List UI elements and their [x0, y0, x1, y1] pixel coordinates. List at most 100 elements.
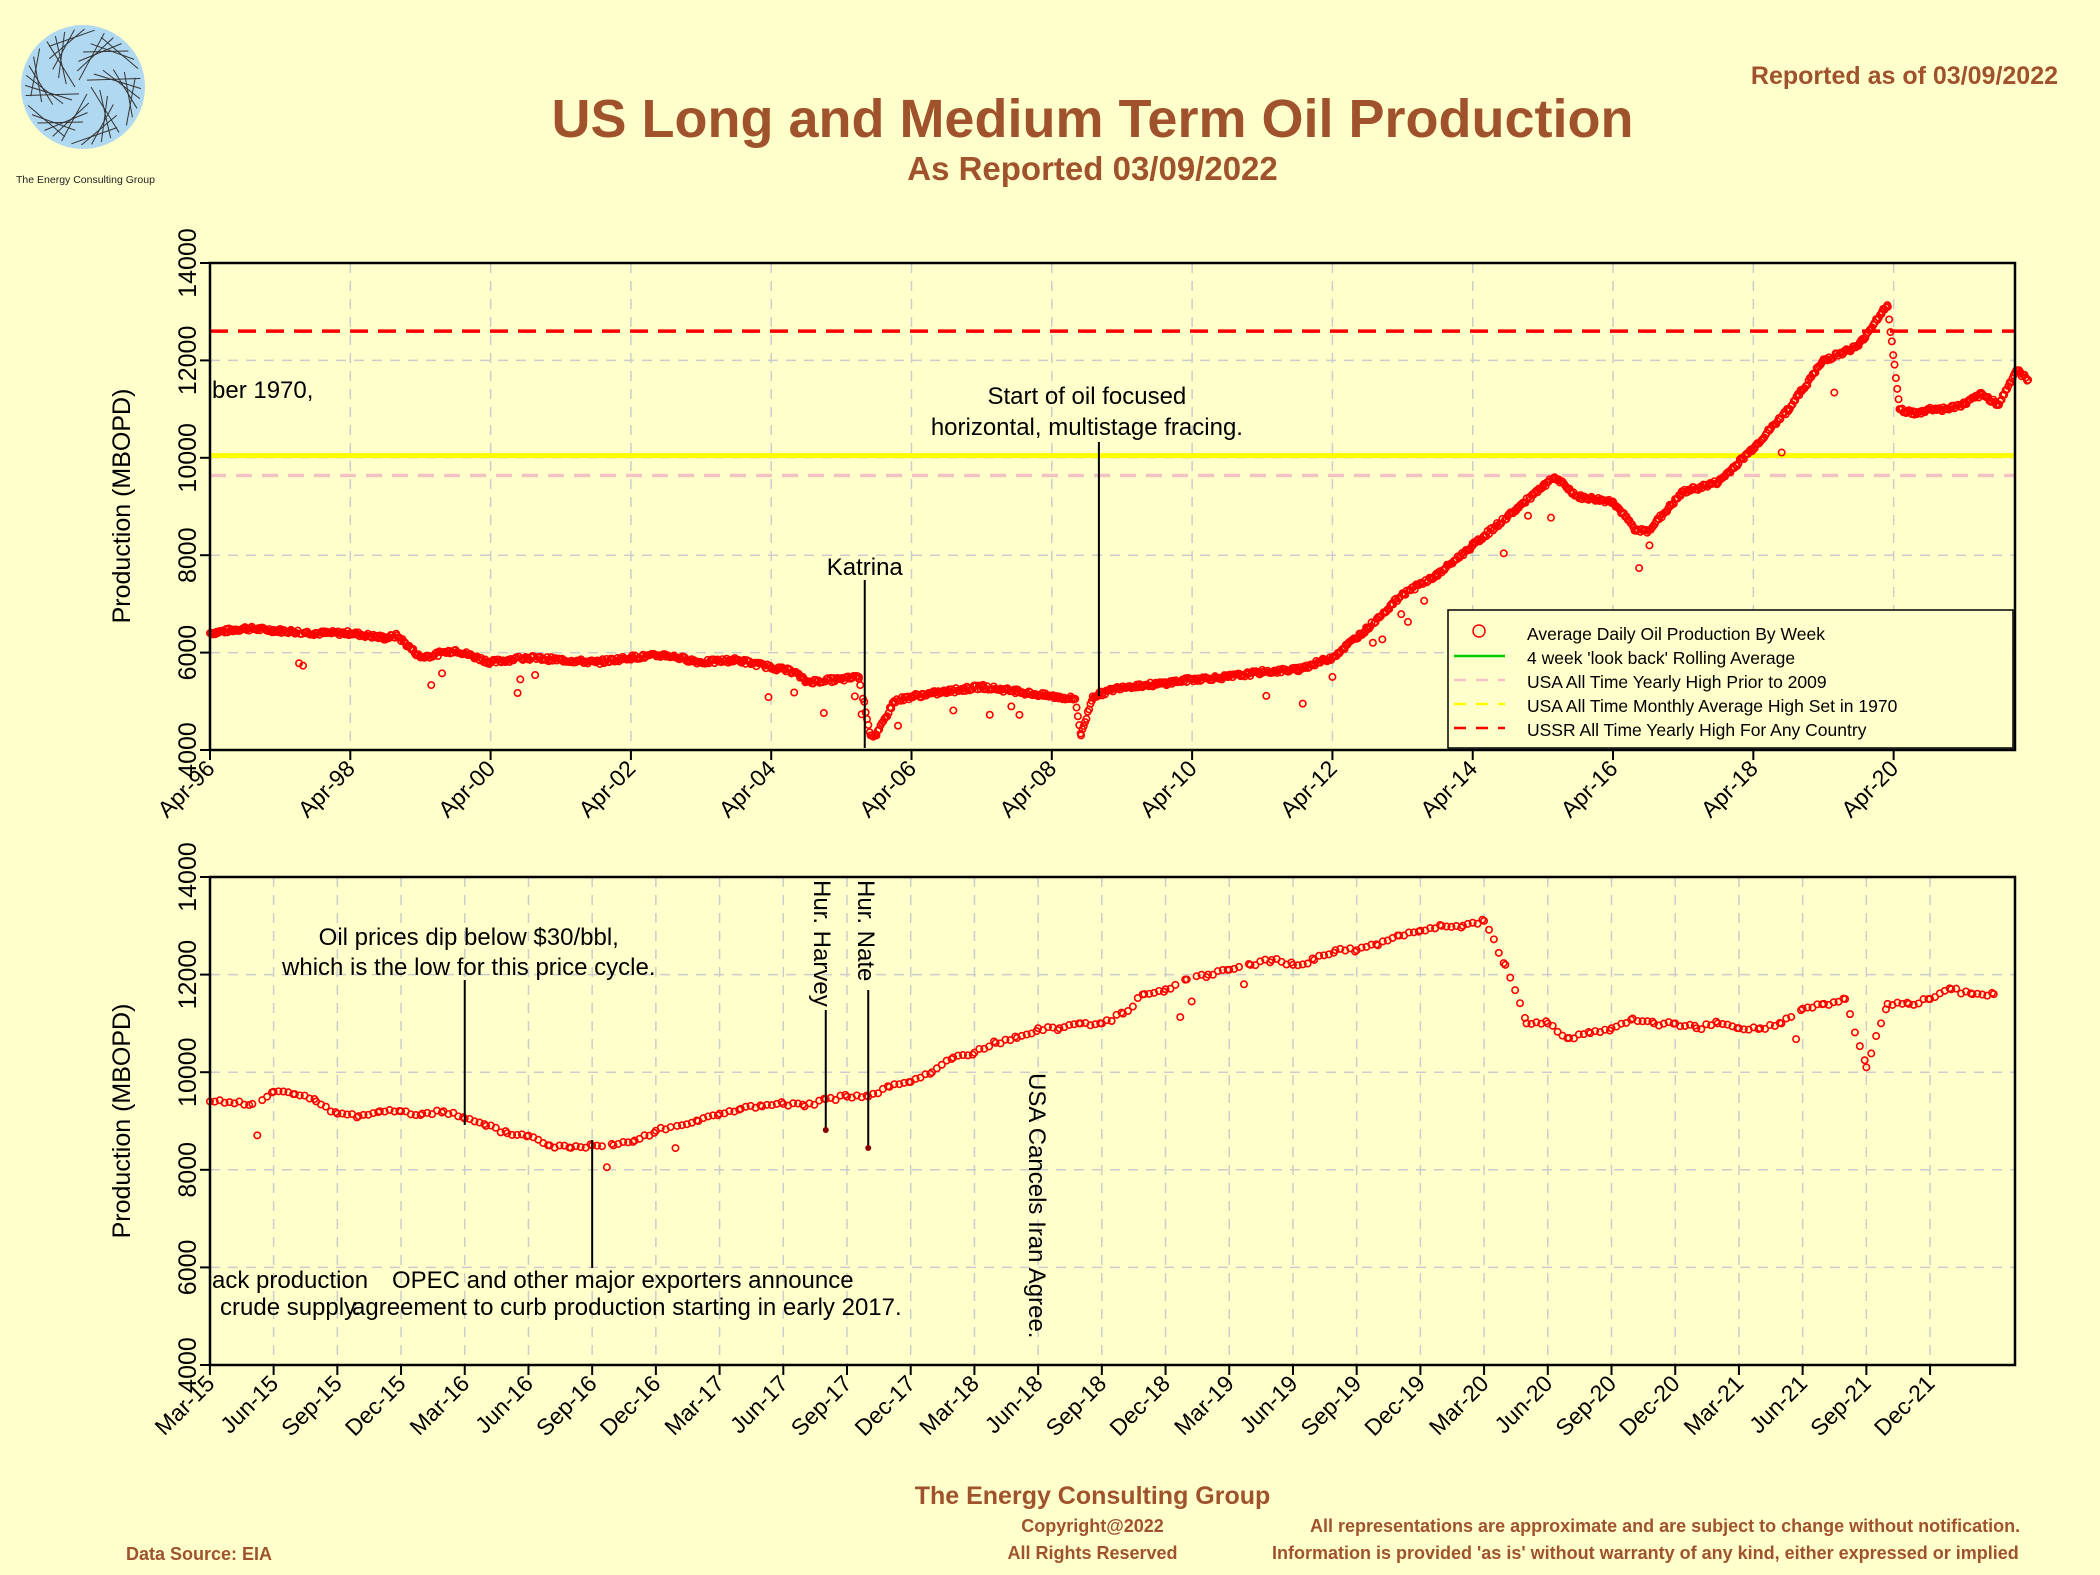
data-point: [985, 710, 994, 719]
data-point: [418, 1109, 427, 1118]
data-point: [230, 1099, 239, 1108]
data-point: [1079, 722, 1088, 731]
data-point: [1883, 999, 1892, 1008]
y-tick-label: 4000: [174, 722, 202, 778]
data-point: [1378, 635, 1387, 644]
data-point: [1890, 360, 1899, 369]
data-point: [1246, 960, 1255, 969]
data-point: [1841, 994, 1850, 1003]
data-point: [1829, 998, 1838, 1007]
data-point: [1782, 1014, 1791, 1023]
data-point: [1437, 921, 1446, 930]
data-point: [1591, 1027, 1600, 1036]
data-point: [576, 1143, 585, 1152]
data-point: [1001, 1035, 1010, 1044]
data-point: [1855, 1042, 1864, 1051]
data-point: [1065, 1020, 1074, 1029]
data-point: [375, 1107, 384, 1116]
data-point: [1830, 388, 1839, 397]
data-point: [352, 1113, 361, 1122]
chart1-annotations: Katrina Start of oil focused horizontal, m…: [212, 377, 1243, 748]
data-point: [1659, 1019, 1668, 1028]
data-point: [996, 1039, 1005, 1048]
data-point: [1978, 990, 1987, 999]
data-point: [991, 1038, 1000, 1047]
data-point: [1055, 1024, 1064, 1033]
data-point: [1798, 1004, 1807, 1013]
data-point: [1155, 678, 1164, 687]
data-point: [427, 681, 436, 690]
data-point: [1082, 714, 1091, 723]
data-point: [1904, 999, 1913, 1008]
data-point: [1397, 610, 1406, 619]
data-point: [513, 688, 522, 697]
data-point: [911, 1074, 920, 1083]
data-point: [1213, 967, 1222, 976]
data-point: [1328, 672, 1337, 681]
data-point: [1320, 951, 1329, 960]
data-point: [1996, 397, 2005, 406]
data-point: [1484, 925, 1493, 934]
x-tick-label: Mar-21: [1679, 1370, 1749, 1440]
data-point: [397, 1107, 406, 1116]
x-tick-label: Sep-17: [786, 1370, 857, 1441]
data-point: [1256, 957, 1265, 966]
x-tick-label: Jun-15: [215, 1370, 283, 1438]
data-point: [1004, 685, 1013, 694]
data-point: [1718, 1019, 1727, 1028]
data-point: [1420, 596, 1429, 605]
y-tick-label: 14000: [174, 842, 202, 912]
data-point: [1803, 1003, 1812, 1012]
data-point: [470, 1117, 479, 1126]
data-point: [513, 1130, 522, 1139]
data-point: [789, 1099, 798, 1108]
data-point: [629, 1137, 638, 1146]
chart1-y-ticks: 4000 6000 8000 10000 12000 14000: [174, 228, 210, 778]
data-point: [1511, 986, 1520, 995]
data-point: [725, 1107, 734, 1116]
annotation-text: which is the low for this price cycle.: [281, 954, 655, 981]
data-point: [1702, 1020, 1711, 1029]
chart1-reference-lines: [210, 329, 2015, 478]
x-tick-label: Sep-16: [531, 1370, 602, 1441]
data-point: [1076, 1019, 1085, 1028]
data-point: [1989, 990, 1998, 999]
x-tick-label: Sep-15: [276, 1370, 347, 1441]
data-point: [673, 1121, 682, 1130]
data-point: [225, 1098, 234, 1107]
footer-organization: The Energy Consulting Group: [914, 1482, 1271, 1510]
logo-spiral-icon: [21, 25, 145, 149]
data-point: [1862, 1063, 1871, 1072]
x-tick-label: Dec-19: [1359, 1370, 1430, 1441]
data-point: [409, 645, 418, 654]
data-point: [295, 1091, 304, 1100]
data-point: [1171, 980, 1180, 989]
data-point: [571, 1142, 580, 1151]
data-point: [958, 1051, 967, 1060]
data-point: [1239, 980, 1248, 989]
data-point: [1073, 712, 1082, 721]
data-point: [1368, 638, 1377, 647]
data-point: [1803, 381, 1812, 390]
data-point: [1952, 984, 1961, 993]
data-point: [1395, 931, 1404, 940]
data-point: [640, 1131, 649, 1140]
x-tick-label: Jun-16: [470, 1370, 538, 1438]
data-point: [1293, 961, 1302, 970]
data-point: [1685, 1020, 1694, 1029]
data-point: [2024, 375, 2033, 384]
data-point: [869, 1089, 878, 1098]
data-point: [321, 1102, 330, 1111]
data-point: [1473, 919, 1482, 928]
annotation-text: Start of oil focused: [988, 383, 1187, 410]
data-point: [1635, 564, 1644, 573]
data-point: [1756, 1024, 1765, 1033]
data-point: [843, 1092, 852, 1101]
x-tick-label: Sep-18: [1041, 1370, 1112, 1441]
data-point: [1521, 498, 1530, 507]
data-point: [937, 1060, 946, 1069]
data-point: [1007, 702, 1016, 711]
chart2-y-ticks: 4000 6000 8000 10000 12000 14000: [174, 842, 210, 1393]
y-tick-label: 12000: [174, 326, 202, 396]
